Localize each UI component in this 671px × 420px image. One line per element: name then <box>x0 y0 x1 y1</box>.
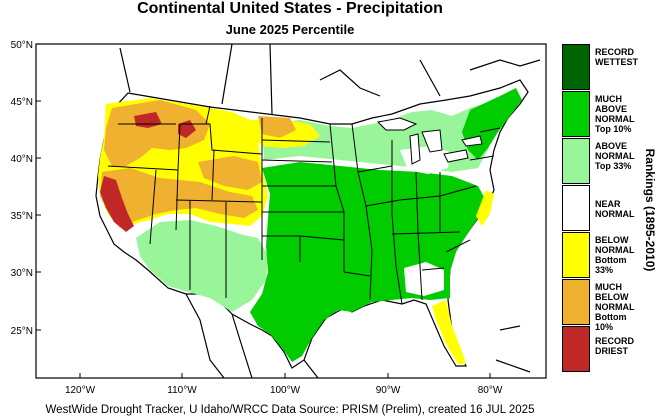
below-normal-florida <box>432 300 466 364</box>
legend: RECORD WETTEST MUCH ABOVE NORMAL Top 10%… <box>562 44 638 374</box>
legend-title: Rankings (1895-2010) <box>643 148 657 272</box>
lon-label: 120°W <box>65 385 96 396</box>
legend-item-near-normal: NEAR NORMAL <box>562 185 635 232</box>
legend-swatch <box>562 185 590 231</box>
lon-label: 110°W <box>167 385 197 396</box>
great-lakes <box>376 117 483 165</box>
much-below-normal-nw <box>104 100 210 166</box>
below-normal-midatlantic <box>476 190 494 226</box>
legend-label: MUCH BELOW NORMAL Bottom 10% <box>595 282 635 332</box>
lat-label: 40°N <box>11 154 33 165</box>
conus-region <box>95 79 529 369</box>
legend-swatch <box>562 326 590 372</box>
legend-label: NEAR NORMAL <box>595 199 635 219</box>
state-boundaries <box>107 105 501 305</box>
legend-swatch <box>562 91 590 137</box>
legend-item-much-below-normal: MUCH BELOW NORMAL Bottom 10% <box>562 279 635 332</box>
legend-label: BELOW NORMAL Bottom 33% <box>595 235 635 275</box>
legend-item-record-driest: RECORD DRIEST <box>562 326 634 373</box>
legend-label: MUCH ABOVE NORMAL Top 10% <box>595 94 635 134</box>
map-subtitle: June 2025 Percentile <box>225 22 355 37</box>
legend-item-much-above-normal: MUCH ABOVE NORMAL Top 10% <box>562 91 635 138</box>
legend-item-below-normal: BELOW NORMAL Bottom 33% <box>562 232 635 279</box>
lat-label: 50°N <box>11 40 33 51</box>
much-below-normal-wy <box>198 156 262 190</box>
footer-credit: WestWide Drought Tracker, U Idaho/WRCC D… <box>45 404 535 416</box>
record-driest-ca <box>100 176 134 232</box>
much-below-normal-ca <box>100 168 258 226</box>
legend-item-above-normal: ABOVE NORMAL Top 33% <box>562 138 635 185</box>
above-normal-sw <box>136 220 268 312</box>
legend-label: ABOVE NORMAL Top 33% <box>595 141 635 171</box>
legend-swatch <box>562 138 590 184</box>
lat-label: 25°N <box>11 326 33 337</box>
legend-label: RECORD WETTEST <box>595 47 638 67</box>
legend-label: RECORD DRIEST <box>595 336 635 356</box>
legend-swatch <box>562 232 590 278</box>
latitude-axis: 50°N 45°N 40°N 35°N 30°N 25°N <box>11 40 41 337</box>
legend-swatch <box>562 44 590 90</box>
neighbor-borders <box>119 44 541 378</box>
map-title: Continental United States - Precipitatio… <box>137 0 443 17</box>
map-frame <box>35 43 547 379</box>
lat-label: 35°N <box>11 211 33 222</box>
much-below-normal-mt <box>258 116 296 138</box>
legend-swatch <box>562 279 590 325</box>
lon-label: 80°W <box>478 385 503 396</box>
lon-label: 100°W <box>270 385 301 396</box>
lat-label: 45°N <box>11 97 33 108</box>
lat-label: 30°N <box>11 268 33 279</box>
longitude-axis: 120°W 110°W 100°W 90°W 80°W <box>65 373 503 396</box>
lon-label: 90°W <box>376 385 401 396</box>
near-normal-southeast <box>404 262 444 296</box>
legend-item-record-wettest: RECORD WETTEST <box>562 44 638 91</box>
